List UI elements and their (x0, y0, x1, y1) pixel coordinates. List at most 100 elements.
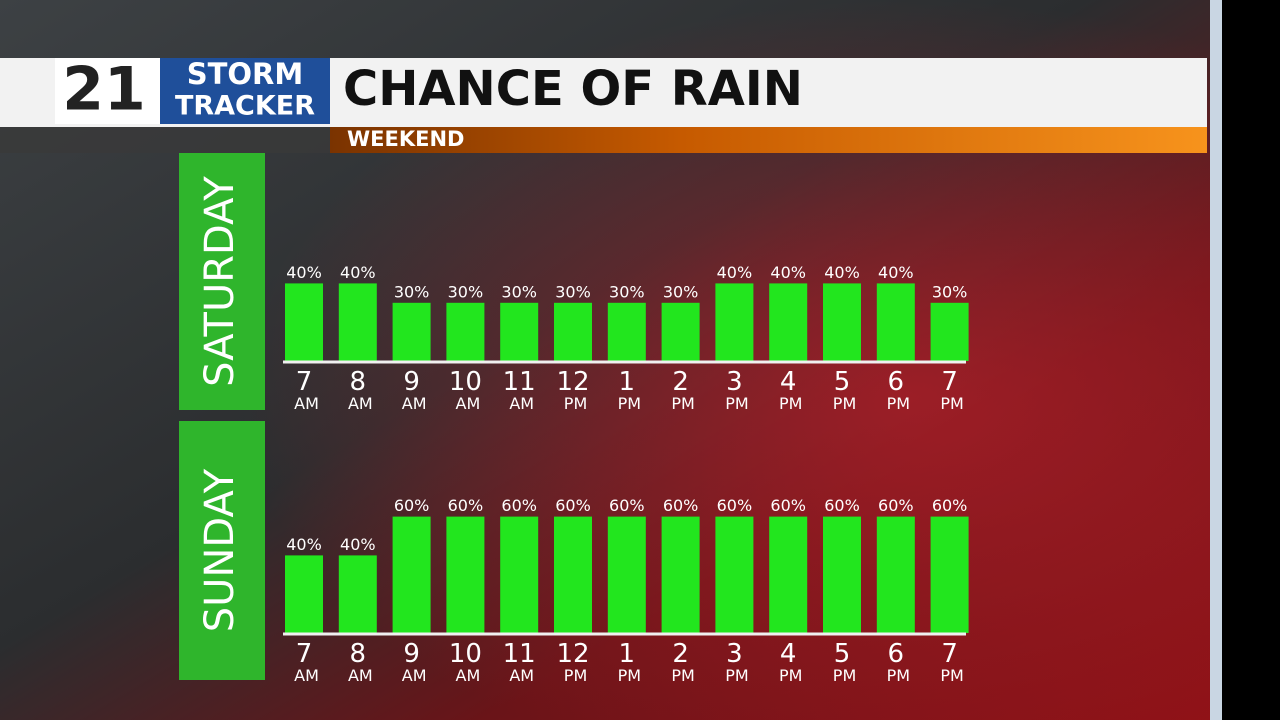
hour: 4 (780, 639, 797, 669)
bar (769, 516, 808, 633)
value-label: 30% (663, 282, 699, 301)
value-label: 30% (394, 282, 430, 301)
x-tick-label: 9 AM (397, 639, 427, 685)
hour: 1 (619, 639, 636, 669)
x-tick-label: 10 AM (449, 639, 482, 685)
bar (876, 283, 915, 361)
value-label: 40% (286, 263, 322, 282)
x-tick-label: 6 PM (882, 367, 911, 413)
period: AM (504, 394, 534, 413)
logo-box (160, 58, 330, 124)
x-tick-label: 5 PM (828, 639, 857, 685)
day-panel (179, 421, 265, 680)
bar (930, 302, 969, 361)
x-tick-label: 6 PM (882, 639, 911, 685)
bar (285, 555, 323, 633)
value-label: 30% (932, 282, 968, 301)
header-under (0, 127, 330, 153)
hour: 12 (556, 367, 589, 397)
hour: 7 (296, 367, 313, 397)
hour: 11 (503, 367, 536, 397)
value-label: 60% (609, 496, 645, 515)
hour: 4 (780, 367, 797, 397)
x-tick-label: 10 AM (449, 367, 482, 413)
bar (769, 283, 808, 361)
bar (607, 516, 646, 633)
bar (661, 516, 700, 633)
period: AM (450, 666, 480, 685)
channel-number: 21 (62, 55, 146, 125)
bar (607, 302, 646, 361)
subtitle-bar (330, 127, 1207, 153)
hour: 8 (350, 367, 367, 397)
value-label: 40% (717, 263, 753, 282)
hour: 8 (350, 639, 367, 669)
bar (285, 283, 323, 361)
hour: 2 (672, 367, 689, 397)
value-label: 40% (770, 263, 806, 282)
value-label: 60% (717, 496, 753, 515)
period: PM (828, 666, 857, 685)
period: AM (504, 666, 534, 685)
period: PM (559, 394, 588, 413)
value-label: 30% (501, 282, 537, 301)
value-label: 60% (501, 496, 537, 515)
value-label: 40% (824, 263, 860, 282)
value-label: 40% (340, 263, 376, 282)
period: AM (450, 394, 480, 413)
hour: 7 (941, 367, 958, 397)
hour: 12 (556, 639, 589, 669)
bar (500, 302, 539, 361)
period: PM (666, 394, 695, 413)
period: PM (720, 666, 749, 685)
x-tick-label: 2 PM (666, 367, 695, 413)
bar (823, 283, 861, 361)
edge-strip (1210, 0, 1222, 720)
x-tick-label: 2 PM (666, 639, 695, 685)
period: AM (289, 666, 319, 685)
value-label: 60% (394, 496, 430, 515)
period: AM (343, 666, 373, 685)
period: PM (613, 666, 642, 685)
x-tick-label: 8 AM (343, 367, 373, 413)
period: AM (397, 666, 427, 685)
value-label: 60% (770, 496, 806, 515)
hour: 9 (403, 367, 420, 397)
x-tick-label: 1 PM (613, 639, 642, 685)
x-tick-label: 7 AM (289, 639, 319, 685)
brand-line: STORM (187, 57, 304, 91)
value-label: 30% (555, 282, 591, 301)
day-panel (179, 153, 265, 410)
x-tick-label: 8 AM (343, 639, 373, 685)
bar (823, 516, 861, 633)
period: PM (882, 394, 911, 413)
period: PM (666, 666, 695, 685)
hour: 10 (449, 639, 482, 669)
day-label: SUNDAY (197, 468, 243, 632)
x-tick-label: 4 PM (774, 639, 803, 685)
period: PM (559, 666, 588, 685)
hour: 6 (888, 367, 905, 397)
hour: 11 (503, 639, 536, 669)
hour: 7 (941, 639, 958, 669)
x-tick-label: 7 PM (935, 639, 964, 685)
hour: 1 (619, 367, 636, 397)
period: AM (397, 394, 427, 413)
hour: 3 (726, 367, 743, 397)
bar (715, 283, 754, 361)
bar (715, 516, 754, 633)
subtitle: WEEKEND (347, 127, 464, 151)
x-tick-label: 1 PM (613, 367, 642, 413)
bar (392, 516, 431, 633)
hour: 3 (726, 639, 743, 669)
value-label: 30% (448, 282, 484, 301)
hour: 5 (834, 639, 851, 669)
x-tick-label: 7 AM (289, 367, 319, 413)
x-tick-label: 11 AM (503, 639, 536, 685)
period: AM (289, 394, 319, 413)
bar (554, 516, 592, 633)
value-label: 60% (448, 496, 484, 515)
value-label: 40% (340, 535, 376, 554)
day-label: SATURDAY (197, 176, 243, 387)
